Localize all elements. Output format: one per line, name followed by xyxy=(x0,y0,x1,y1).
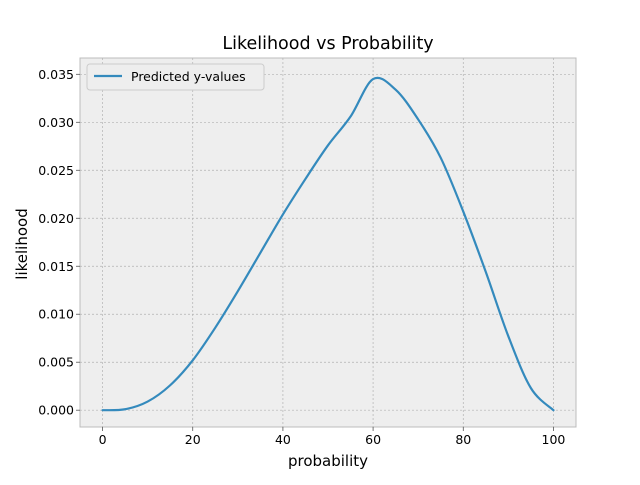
chart-title: Likelihood vs Probability xyxy=(222,34,433,54)
plot-area xyxy=(79,57,577,428)
x-tick-label: 80 xyxy=(455,432,471,447)
y-tick-label: 0.035 xyxy=(38,67,74,82)
x-tick-label: 0 xyxy=(99,432,107,447)
y-axis-label: likelihood xyxy=(13,208,31,279)
y-axis: 0.000 0.005 0.010 0.015 0.020 0.025 0.030 0.035 xyxy=(38,67,80,418)
y-tick-label: 0.015 xyxy=(38,259,74,274)
x-axis-label: probability xyxy=(288,452,368,470)
x-axis: 0 20 40 60 80 100 xyxy=(99,427,566,447)
x-tick-label: 100 xyxy=(542,432,566,447)
y-tick-label: 0.010 xyxy=(38,307,74,322)
grid xyxy=(80,58,576,427)
y-tick-label: 0.025 xyxy=(38,163,74,178)
y-tick-label: 0.000 xyxy=(38,403,74,418)
y-tick-label: 0.020 xyxy=(38,211,74,226)
y-tick-label: 0.005 xyxy=(38,355,74,370)
x-tick-label: 20 xyxy=(185,432,201,447)
legend-box xyxy=(86,63,265,91)
series-layer xyxy=(101,76,555,412)
y-tick-label: 0.030 xyxy=(38,115,74,130)
series-line-predicted-y-values xyxy=(101,76,555,412)
legend-label-predicted-y-values: Predicted y-values xyxy=(131,69,246,84)
legend: Predicted y-values xyxy=(86,63,265,91)
x-tick-label: 60 xyxy=(365,432,381,447)
x-tick-label: 40 xyxy=(275,432,291,447)
